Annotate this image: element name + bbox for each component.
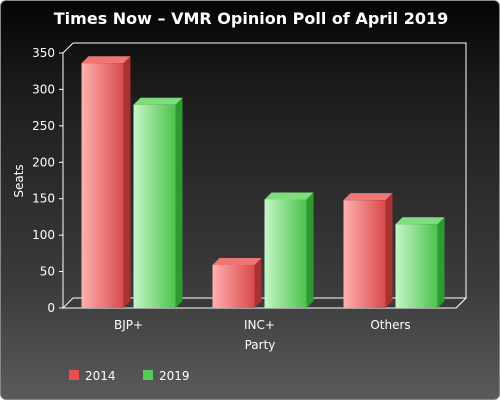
plot-frame-edge	[62, 42, 74, 54]
y-tick-label: 200	[32, 155, 55, 169]
x-tick-label: Others	[370, 318, 410, 332]
x-tick-label: BJP+	[114, 318, 143, 332]
chart-title: Times Now – VMR Opinion Poll of April 20…	[53, 9, 449, 28]
bar-side-2014-inc-	[254, 258, 262, 308]
bar-top-2014-inc-	[212, 258, 262, 266]
y-tick-label: 100	[32, 228, 55, 242]
y-tick-label: 50	[40, 265, 55, 279]
bar-side-2019-bjp-	[175, 97, 183, 308]
legend-label-2014: 2014	[85, 369, 116, 383]
y-tick-label: 350	[32, 46, 55, 60]
bar-top-2019-others	[395, 217, 445, 225]
bar-top-2019-inc-	[264, 192, 314, 200]
bar-2019-inc-	[264, 199, 307, 308]
plot-back-frame	[73, 42, 467, 298]
bar-top-2014-bjp-	[81, 56, 131, 64]
legend-swatch-2019	[143, 370, 153, 380]
bar-2019-others	[395, 224, 438, 308]
bar-2014-bjp-	[81, 63, 124, 309]
y-axis-label: Seats	[12, 164, 26, 197]
bar-side-2019-others	[437, 217, 445, 308]
bar-top-2019-bjp-	[133, 97, 183, 105]
bar-side-2014-others	[385, 193, 393, 308]
y-tick-label: 0	[47, 301, 55, 315]
x-tick-label: INC+	[244, 318, 275, 332]
legend-label-2019: 2019	[159, 369, 190, 383]
bar-side-2014-bjp-	[123, 56, 131, 309]
bar-2014-inc-	[212, 265, 255, 308]
bar-2014-others	[343, 200, 386, 308]
x-axis-label: Party	[245, 338, 276, 352]
y-tick-label: 250	[32, 119, 55, 133]
legend: 2014 2019	[69, 369, 190, 383]
legend-swatch-2014	[69, 370, 79, 380]
bar-2019-bjp-	[133, 104, 176, 308]
bar-top-2014-others	[343, 193, 393, 201]
bar-side-2019-inc-	[306, 192, 314, 308]
y-tick-label: 300	[32, 82, 55, 96]
y-tick-label: 150	[32, 192, 55, 206]
